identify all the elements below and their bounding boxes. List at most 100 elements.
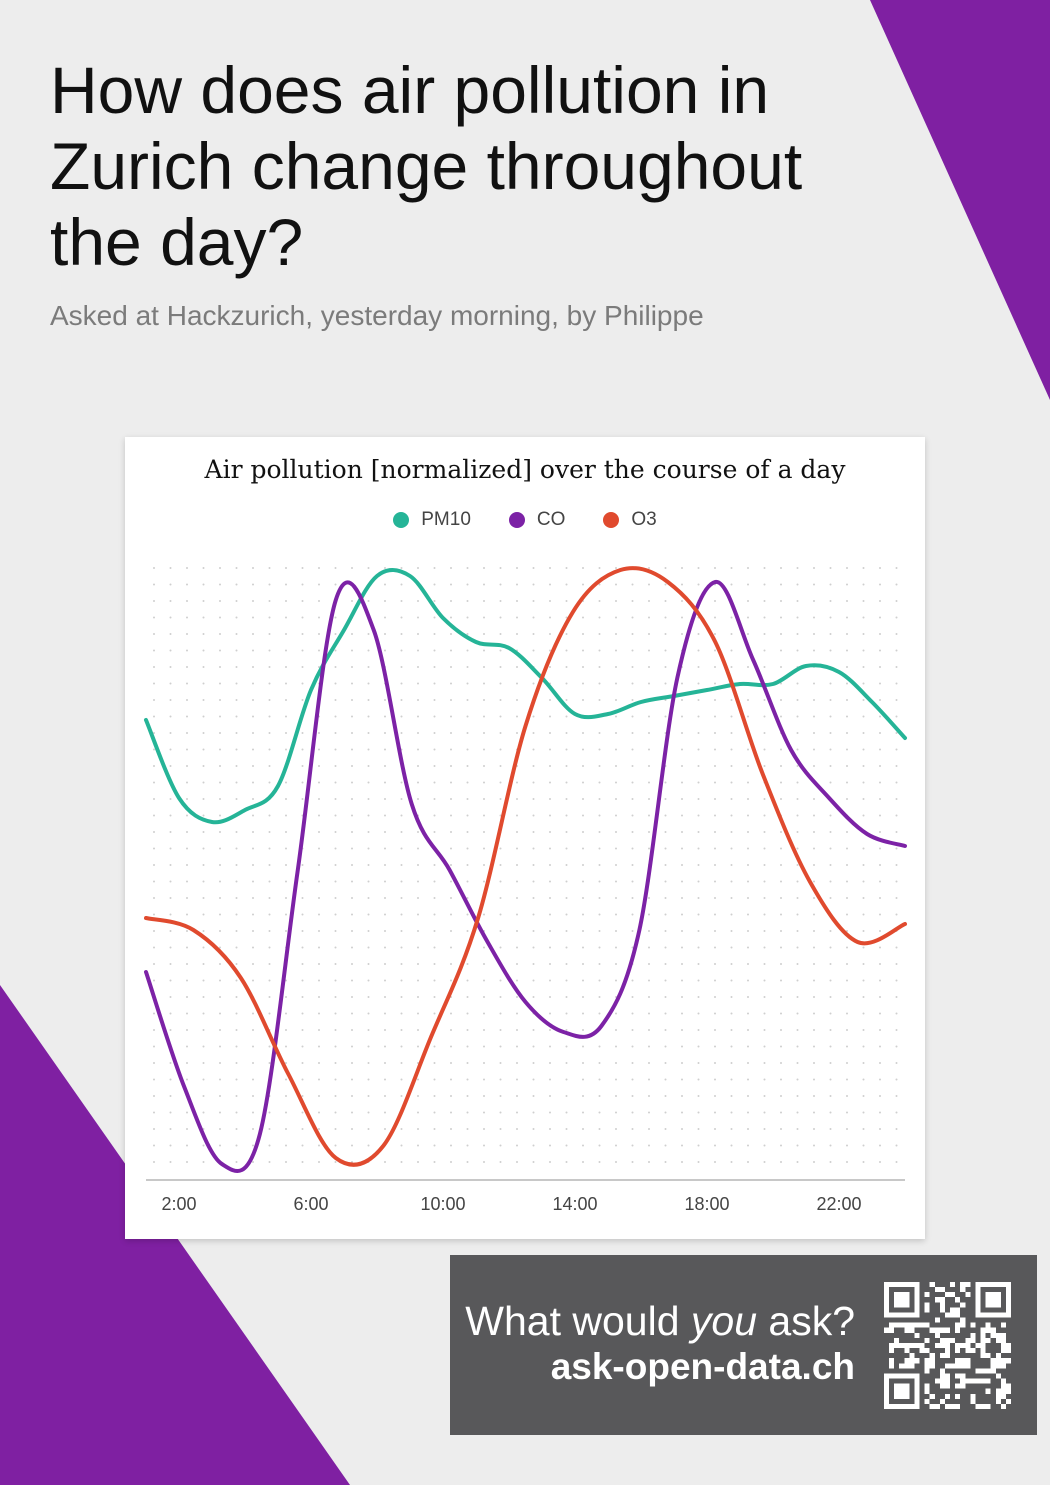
grid-dot xyxy=(862,765,865,767)
grid-dot xyxy=(219,1062,221,1064)
grid-dot xyxy=(763,666,766,668)
grid-dot xyxy=(153,1045,155,1048)
qr-module xyxy=(970,1398,976,1404)
grid-dot xyxy=(697,880,700,883)
grid-dot xyxy=(565,649,568,652)
grid-dot xyxy=(664,1144,667,1147)
grid-dot xyxy=(648,1111,650,1114)
grid-dot xyxy=(318,831,320,833)
grid-dot xyxy=(367,930,370,932)
grid-dot xyxy=(747,864,749,866)
legend-dot-icon xyxy=(603,512,620,528)
qr-module xyxy=(1000,1332,1006,1338)
grid-dot xyxy=(763,567,766,569)
grid-dot xyxy=(763,798,766,800)
grid-dot xyxy=(252,600,254,602)
qr-code[interactable] xyxy=(884,1282,1011,1409)
grid-dot xyxy=(252,1161,254,1163)
grid-dot xyxy=(697,963,700,965)
grid-dot xyxy=(829,1111,832,1114)
grid-dot xyxy=(714,616,716,619)
grid-dot xyxy=(202,847,205,850)
grid-dot xyxy=(565,798,568,800)
cta-url[interactable]: ask-open-data.ch xyxy=(550,1346,855,1387)
grid-dot xyxy=(235,682,238,685)
grid-dot xyxy=(648,1045,650,1048)
grid-dot xyxy=(565,913,568,916)
grid-dot xyxy=(582,946,584,949)
grid-dot xyxy=(565,633,568,635)
qr-module xyxy=(889,1348,895,1354)
grid-dot xyxy=(813,583,815,586)
grid-dot xyxy=(334,1128,337,1130)
grid-dot xyxy=(582,864,584,866)
grid-dot xyxy=(681,765,683,767)
grid-dot xyxy=(565,732,568,734)
grid-dot xyxy=(681,1144,683,1147)
grid-dot xyxy=(862,633,865,635)
grid-dot xyxy=(664,666,667,668)
grid-dot xyxy=(615,765,617,767)
grid-dot xyxy=(565,897,568,899)
grid-dot xyxy=(499,1078,502,1081)
grid-dot xyxy=(598,1144,601,1147)
grid-dot xyxy=(186,1012,188,1015)
grid-dot xyxy=(697,930,700,932)
grid-dot xyxy=(829,699,832,701)
grid-dot xyxy=(483,831,485,833)
grid-dot xyxy=(549,1161,551,1163)
grid-dot xyxy=(516,781,518,784)
grid-dot xyxy=(796,1111,799,1114)
grid-dot xyxy=(516,979,518,982)
grid-dot xyxy=(681,732,683,734)
grid-dot xyxy=(895,616,898,619)
grid-dot xyxy=(202,1095,205,1097)
grid-dot xyxy=(862,600,865,602)
grid-dot xyxy=(813,979,815,982)
grid-dot xyxy=(631,715,634,718)
grid-dot xyxy=(615,897,617,899)
grid-dot xyxy=(186,946,188,949)
grid-dot xyxy=(681,1111,683,1114)
grid-dot xyxy=(400,798,403,800)
grid-dot xyxy=(318,600,320,602)
grid-dot xyxy=(318,1095,320,1097)
grid-dot xyxy=(747,1062,749,1064)
grid-dot xyxy=(450,880,452,883)
grid-dot xyxy=(615,666,617,668)
grid-dot xyxy=(351,1078,353,1081)
grid-dot xyxy=(252,699,254,701)
grid-dot xyxy=(631,583,634,586)
grid-dot xyxy=(433,798,436,800)
grid-dot xyxy=(879,1078,881,1081)
grid-dot xyxy=(862,699,865,701)
grid-dot xyxy=(532,682,535,685)
grid-dot xyxy=(318,996,320,998)
grid-dot xyxy=(549,880,551,883)
grid-dot xyxy=(433,600,436,602)
grid-dot xyxy=(681,1045,683,1048)
grid-dot xyxy=(730,963,733,965)
grid-dot xyxy=(829,567,832,569)
grid-dot xyxy=(664,1029,667,1031)
grid-dot xyxy=(334,979,337,982)
grid-dot xyxy=(334,682,337,685)
grid-dot xyxy=(763,699,766,701)
grid-dot xyxy=(549,633,551,635)
qr-module xyxy=(965,1282,971,1288)
grid-dot xyxy=(351,1062,353,1064)
grid-dot xyxy=(268,864,271,866)
grid-dot xyxy=(516,732,518,734)
grid-dot xyxy=(780,1144,782,1147)
grid-dot xyxy=(235,732,238,734)
grid-dot xyxy=(153,583,155,586)
grid-dot xyxy=(582,1111,584,1114)
qr-module xyxy=(985,1337,991,1343)
grid-dot xyxy=(285,567,287,569)
grid-dot xyxy=(879,1029,881,1031)
grid-dot xyxy=(301,930,304,932)
grid-dot xyxy=(433,864,436,866)
grid-dot xyxy=(796,897,799,899)
qr-module xyxy=(1005,1388,1011,1394)
grid-dot xyxy=(681,1029,683,1031)
